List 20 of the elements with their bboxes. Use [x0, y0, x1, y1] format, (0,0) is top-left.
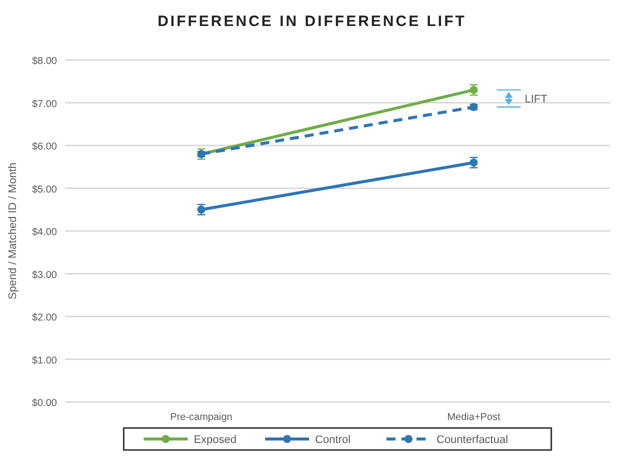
x-tick-label: Pre-campaign — [170, 412, 232, 423]
point — [470, 86, 478, 94]
y-tick-label: $0.00 — [32, 398, 58, 409]
x-tick-label: Media+Post — [447, 412, 501, 423]
legend-label: Counterfactual — [436, 434, 508, 446]
y-tick-label: $5.00 — [32, 184, 58, 196]
legend-label: Exposed — [194, 434, 237, 446]
chart-title: DIFFERENCE IN DIFFERENCE LIFT — [158, 13, 466, 30]
y-tick-label: $1.00 — [32, 355, 58, 366]
point — [197, 206, 206, 214]
y-tick-label: $3.00 — [32, 270, 58, 281]
y-tick-label: $8.00 — [32, 56, 58, 67]
y-tick-label: $4.00 — [32, 227, 58, 238]
y-axis-title: Spend / Matched ID / Month — [7, 162, 19, 300]
y-tick-label: $2.00 — [32, 312, 58, 324]
y-tick-label: $7.00 — [32, 98, 58, 110]
y-tick-label: $6.00 — [32, 142, 58, 152]
point — [470, 158, 478, 167]
annotation: LIFT — [524, 93, 548, 106]
legend-label: Control — [315, 434, 351, 446]
